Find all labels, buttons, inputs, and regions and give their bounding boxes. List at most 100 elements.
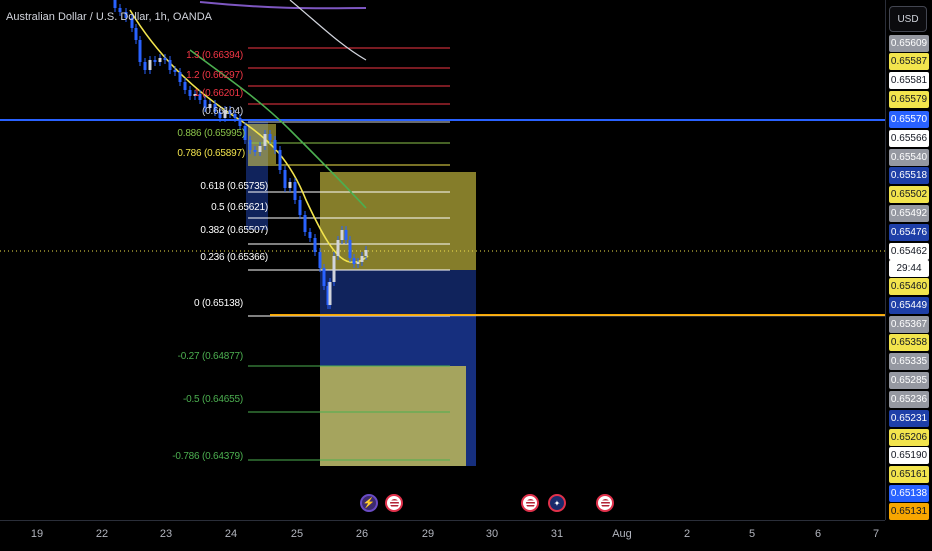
symbol-title[interactable]: Australian Dollar / U.S. Dollar, 1h, OAN… [6,11,213,23]
candle-body [118,8,122,12]
ma-yellow-line [129,9,369,263]
price-scale-label: 0.65492 [889,205,929,222]
price-scale-label: 0.65579 [889,91,929,108]
candle-body [178,72,182,82]
price-scale-label: 29:44 [889,260,929,277]
candle-body [344,230,348,240]
price-scale-label: 0.65358 [889,334,929,351]
candle-body [322,268,326,286]
fib-level-label: -0.27 (0.64877) [177,351,244,362]
price-scale-label: 0.65587 [889,53,929,70]
earnings-icon[interactable]: ⚡ [360,494,378,512]
price-scale-label: 0.65231 [889,410,929,427]
time-axis-label: 7 [872,528,880,540]
candle-body [336,240,340,256]
candle-body [218,112,222,118]
candle-body [303,215,307,232]
candle-body [308,232,312,238]
us-flag-icon[interactable] [385,494,403,512]
price-scale-label: 0.65285 [889,372,929,389]
candle-body [213,104,217,112]
position-target-box [320,366,466,466]
candle-body [134,28,138,40]
candle-body [328,282,332,305]
time-axis-label: 26 [355,528,369,540]
ma-white-line [289,0,367,61]
candle-body [208,104,212,108]
fib-level-label: 0.886 (0.65995) [177,128,245,139]
price-scale-label: 0.65367 [889,316,929,333]
time-axis-label: 25 [290,528,304,540]
candle-body [298,200,302,215]
candle-body [203,100,207,108]
price-scale-label: 0.65476 [889,224,929,241]
candle-body [188,90,192,96]
candle-body [183,82,187,90]
time-axis-label: 19 [30,528,44,540]
stop-zone-box [320,270,476,316]
candle-body [288,182,292,188]
price-scale-label: 0.65206 [889,429,929,446]
fib-level-label: 0 (0.65138) [194,298,243,309]
candle-body [163,58,167,60]
time-axis-label: 29 [421,528,435,540]
fib-level-label: 1.2 (0.66297) [186,70,243,81]
fib-level-label: 0.618 (0.65735) [200,181,268,192]
target-zone-box [320,172,476,270]
price-scale-label: 0.65460 [889,278,929,295]
fib-level-label: 1.3 (0.66394) [186,50,243,61]
candle-body [130,18,134,28]
ma-green-line [189,49,367,209]
fib-level-label: -0.786 (0.64379) [172,451,243,462]
candle-body [356,262,360,264]
candle-body [148,60,152,70]
candle-body [233,114,237,118]
time-axis-label: 31 [550,528,564,540]
candle-body [318,252,322,268]
chart-area[interactable]: Australian Dollar / U.S. Dollar, 1h, OAN… [0,0,885,520]
candle-body [153,60,157,62]
time-axis-label: 22 [95,528,109,540]
candle-body [283,170,287,188]
currency-button[interactable]: USD [889,6,927,32]
time-axis-label: Aug [612,528,632,540]
candle-body [253,150,257,152]
us-flag-icon[interactable] [596,494,614,512]
price-scale-label: 0.65570 [889,111,929,128]
fib-level-label: 0.236 (0.65366) [200,252,268,263]
price-scale-label: 0.65609 [889,35,929,52]
candle-body [293,182,297,200]
candle-body [268,134,272,140]
fib-level-label: 1 (0.66201) [194,88,243,99]
price-scale-label: 0.65131 [889,503,929,520]
fib-level-label: 0.382 (0.65507) [200,225,268,236]
price-scale-label: 0.65138 [889,485,929,502]
price-chart[interactable] [0,0,885,520]
candle-body [364,250,368,256]
time-axis[interactable] [0,520,885,551]
candle-body [168,60,172,70]
candle-body [124,12,128,18]
candle-body [228,110,232,114]
candle-body [198,94,202,100]
time-axis-label: 6 [814,528,822,540]
ma-purple-line [199,1,367,10]
us-flag-icon[interactable] [521,494,539,512]
candle-body [332,256,336,282]
fib-golden-box [248,124,276,164]
candle-body [158,58,162,62]
au-flag-icon[interactable] [548,494,566,512]
candle-body [313,238,317,252]
candle-body [278,150,282,170]
fib-level-label: -0.5 (0.64655) [182,394,243,405]
candle-body [238,118,242,126]
price-scale-label: 0.65190 [889,447,929,464]
price-scale-label: 0.65581 [889,72,929,89]
candle-body [258,146,262,152]
candle-body [173,70,177,72]
candle-body [193,94,197,96]
price-scale-label: 0.65462 [889,243,929,260]
time-axis-label: 24 [224,528,238,540]
candle-body [273,140,277,150]
candle-body [143,62,147,70]
